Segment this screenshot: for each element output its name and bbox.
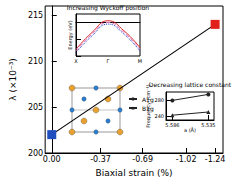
svg-text:X: X	[74, 58, 78, 64]
svg-text:Frequency (cm⁻¹): Frequency (cm⁻¹)	[145, 84, 152, 128]
svg-text:A1g: A1g	[142, 96, 154, 104]
svg-text:Energy (eV): Energy (eV)	[67, 20, 74, 50]
svg-text:-1.02: -1.02	[176, 155, 197, 164]
svg-text:5.586: 5.586	[165, 122, 179, 128]
svg-text:0.00: 0.00	[43, 155, 61, 164]
svg-text:5.535: 5.535	[201, 122, 215, 128]
svg-text:280: 280	[154, 97, 164, 103]
svg-text:-1.24: -1.24	[205, 155, 226, 164]
svg-text:-0.37: -0.37	[90, 155, 111, 164]
svg-text:240: 240	[154, 113, 164, 119]
svg-text:M: M	[138, 58, 142, 64]
svg-text:200: 200	[28, 149, 43, 158]
svg-text:Decreasing lattice constant: Decreasing lattice constant	[149, 81, 232, 89]
svg-text:Γ: Γ	[107, 58, 110, 64]
svg-text:210: 210	[28, 57, 43, 66]
svg-text:Biaxial strain (%): Biaxial strain (%)	[96, 168, 173, 178]
svg-text:Increasing Wyckoff position: Increasing Wyckoff position	[67, 4, 149, 12]
svg-text:215: 215	[28, 11, 43, 20]
svg-text:λ (×10⁻³): λ (×10⁻³)	[8, 58, 18, 101]
svg-text:205: 205	[28, 103, 43, 112]
svg-text:a (Å): a (Å)	[184, 127, 196, 133]
svg-text:B1g: B1g	[142, 105, 154, 113]
svg-text:-0.69: -0.69	[132, 155, 153, 164]
